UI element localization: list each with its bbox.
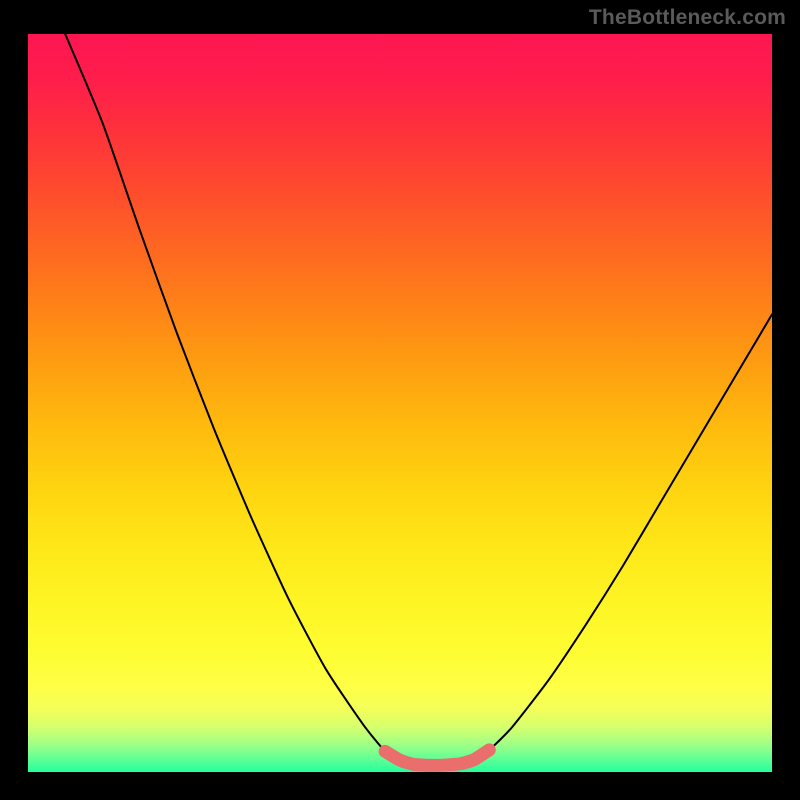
- watermark-text: TheBottleneck.com: [589, 6, 786, 30]
- gradient-background: [28, 34, 772, 772]
- plot-area: [28, 34, 772, 772]
- chart-frame: TheBottleneck.com: [0, 0, 800, 800]
- chart-svg: [28, 34, 772, 772]
